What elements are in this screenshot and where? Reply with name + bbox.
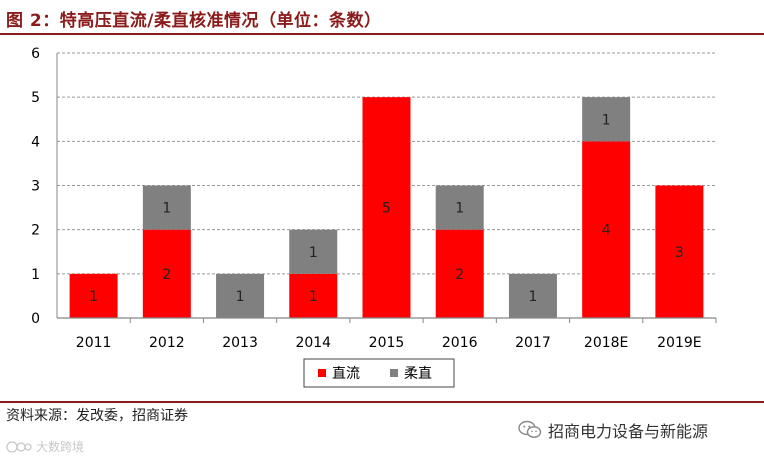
x-tick-label: 2017 — [515, 335, 551, 351]
x-tick-label: 2013 — [222, 335, 258, 351]
y-tick-label: 3 — [31, 179, 40, 195]
bar-dc — [582, 141, 631, 318]
data-label: 1 — [162, 201, 171, 217]
data-label: 1 — [309, 289, 318, 305]
bar-flex — [142, 185, 191, 230]
source-note: 资料来源：发改委，招商证券 — [6, 408, 188, 424]
x-tick-label: 2015 — [369, 335, 405, 351]
data-label: 1 — [528, 289, 537, 305]
bar-flex — [582, 97, 631, 142]
data-label: 2 — [455, 267, 464, 283]
x-tick-label: 2018E — [584, 335, 628, 351]
wechat-icon — [518, 420, 542, 438]
bar-dc — [362, 97, 411, 318]
bar-dc — [655, 185, 704, 318]
legend-swatch — [390, 369, 398, 377]
footer-divider — [0, 401, 764, 403]
title-divider — [0, 33, 764, 35]
bar-flex — [435, 185, 484, 230]
bar-dc — [142, 229, 191, 318]
data-label: 3 — [675, 245, 684, 261]
watermark-text: 大数跨境 — [36, 440, 85, 454]
x-tick-label: 2019E — [657, 335, 701, 351]
y-tick-label: 6 — [31, 46, 40, 62]
wechat-account-name: 招商电力设备与新能源 — [548, 422, 709, 441]
y-tick-label: 5 — [31, 90, 40, 106]
bar-dc — [289, 273, 338, 318]
data-label: 2 — [162, 267, 171, 283]
watermark-logo-icon — [6, 440, 32, 453]
data-label: 1 — [89, 289, 98, 305]
chart-title: 图 2：特高压直流/柔直核准情况（单位：条数） — [6, 11, 382, 31]
legend-label: 直流 — [332, 365, 360, 382]
data-label: 5 — [382, 201, 391, 217]
data-label: 1 — [602, 112, 611, 128]
data-label: 1 — [236, 289, 245, 305]
x-tick-label: 2012 — [149, 335, 185, 351]
legend-label: 柔直 — [404, 365, 432, 382]
y-tick-label: 4 — [31, 134, 40, 150]
bar-flex — [289, 229, 338, 274]
bar-flex — [216, 273, 265, 318]
data-label: 1 — [455, 201, 464, 217]
bar-flex — [508, 273, 557, 318]
watermark: 大数跨境 — [6, 438, 84, 455]
x-tick-label: 2016 — [442, 335, 478, 351]
y-tick-label: 2 — [31, 223, 40, 239]
data-label: 4 — [602, 223, 611, 239]
legend-box — [303, 358, 455, 388]
bar-dc — [69, 273, 118, 318]
x-tick-label: 2014 — [295, 335, 331, 351]
y-tick-label: 0 — [31, 311, 40, 327]
stacked-bar-chart: 0 1 2 3 4 5 6 1 2011 2 1 2012 1 2013 1 1 2014 5 2015 2 1 2016… — [31, 46, 717, 388]
data-label: 1 — [309, 245, 318, 261]
y-tick-label: 1 — [31, 267, 40, 283]
bar-dc — [435, 229, 484, 318]
x-tick-label: 2011 — [76, 335, 112, 351]
wechat-account: 招商电力设备与新能源 — [518, 418, 708, 442]
legend-swatch — [318, 369, 326, 377]
